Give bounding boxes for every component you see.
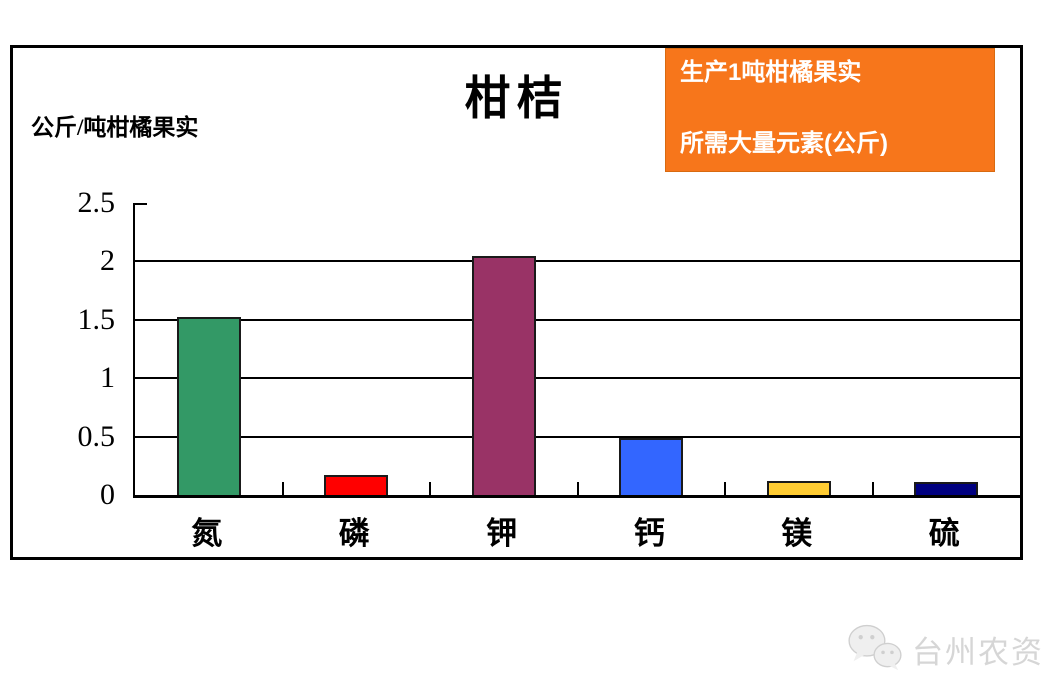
- gridline: [135, 260, 1020, 263]
- category-label-氮: 氮: [191, 516, 223, 551]
- y-tick-label: 2: [100, 244, 115, 278]
- category-label-硫: 硫: [928, 516, 960, 551]
- x-axis-tick: [576, 482, 579, 495]
- legend-callout: 生产1吨柑橘果实 所需大量元素(公斤): [665, 48, 995, 172]
- category-label-磷: 磷: [338, 516, 370, 551]
- category-label-钾: 钾: [486, 516, 518, 551]
- x-axis-category-labels: 氮磷钾钙镁硫: [133, 508, 1018, 553]
- legend-callout-line2: 所需大量元素(公斤): [680, 130, 888, 158]
- category-label-钙: 钙: [633, 516, 665, 551]
- y-tick-label: 2.5: [77, 186, 116, 219]
- watermark: 台州农资: [846, 622, 1044, 677]
- y-tick-label: 0: [100, 478, 115, 511]
- bar-磷: [324, 475, 389, 495]
- y-axis-unit-label: 公斤/吨柑橘果实: [31, 115, 199, 140]
- gridline: [135, 318, 1020, 321]
- bar-钙: [619, 437, 684, 495]
- x-axis-tick: [429, 482, 431, 495]
- gridline: [135, 377, 1020, 380]
- chart-title: 柑桔: [464, 73, 569, 124]
- y-tick-label: 0.5: [77, 419, 116, 453]
- gridline: [135, 435, 1020, 438]
- y-tick-label: 1.5: [77, 302, 116, 336]
- bar-氮: [176, 317, 241, 495]
- x-axis-tick: [281, 482, 284, 495]
- y-axis-top-tick: [135, 203, 147, 205]
- y-axis-tick-labels: 0 0.5 1 1.5 2 2.5: [13, 187, 116, 511]
- plot-area: [133, 203, 1020, 498]
- category-label-镁: 镁: [781, 516, 813, 551]
- wechat-icon: [846, 622, 904, 677]
- legend-callout-line1: 生产1吨柑橘果实: [680, 59, 862, 86]
- y-tick-label: 1: [100, 361, 115, 395]
- bar-钾: [471, 255, 536, 495]
- bar-镁: [766, 480, 831, 495]
- bar-硫: [914, 482, 979, 495]
- x-axis-tick: [724, 482, 726, 495]
- x-axis-tick: [871, 482, 874, 495]
- chart-frame: 公斤/吨柑橘果实 柑桔 生产1吨柑橘果实 所需大量元素(公斤) 0 0.5 1 1.5…: [10, 45, 1023, 560]
- watermark-text: 台州农资: [912, 635, 1044, 670]
